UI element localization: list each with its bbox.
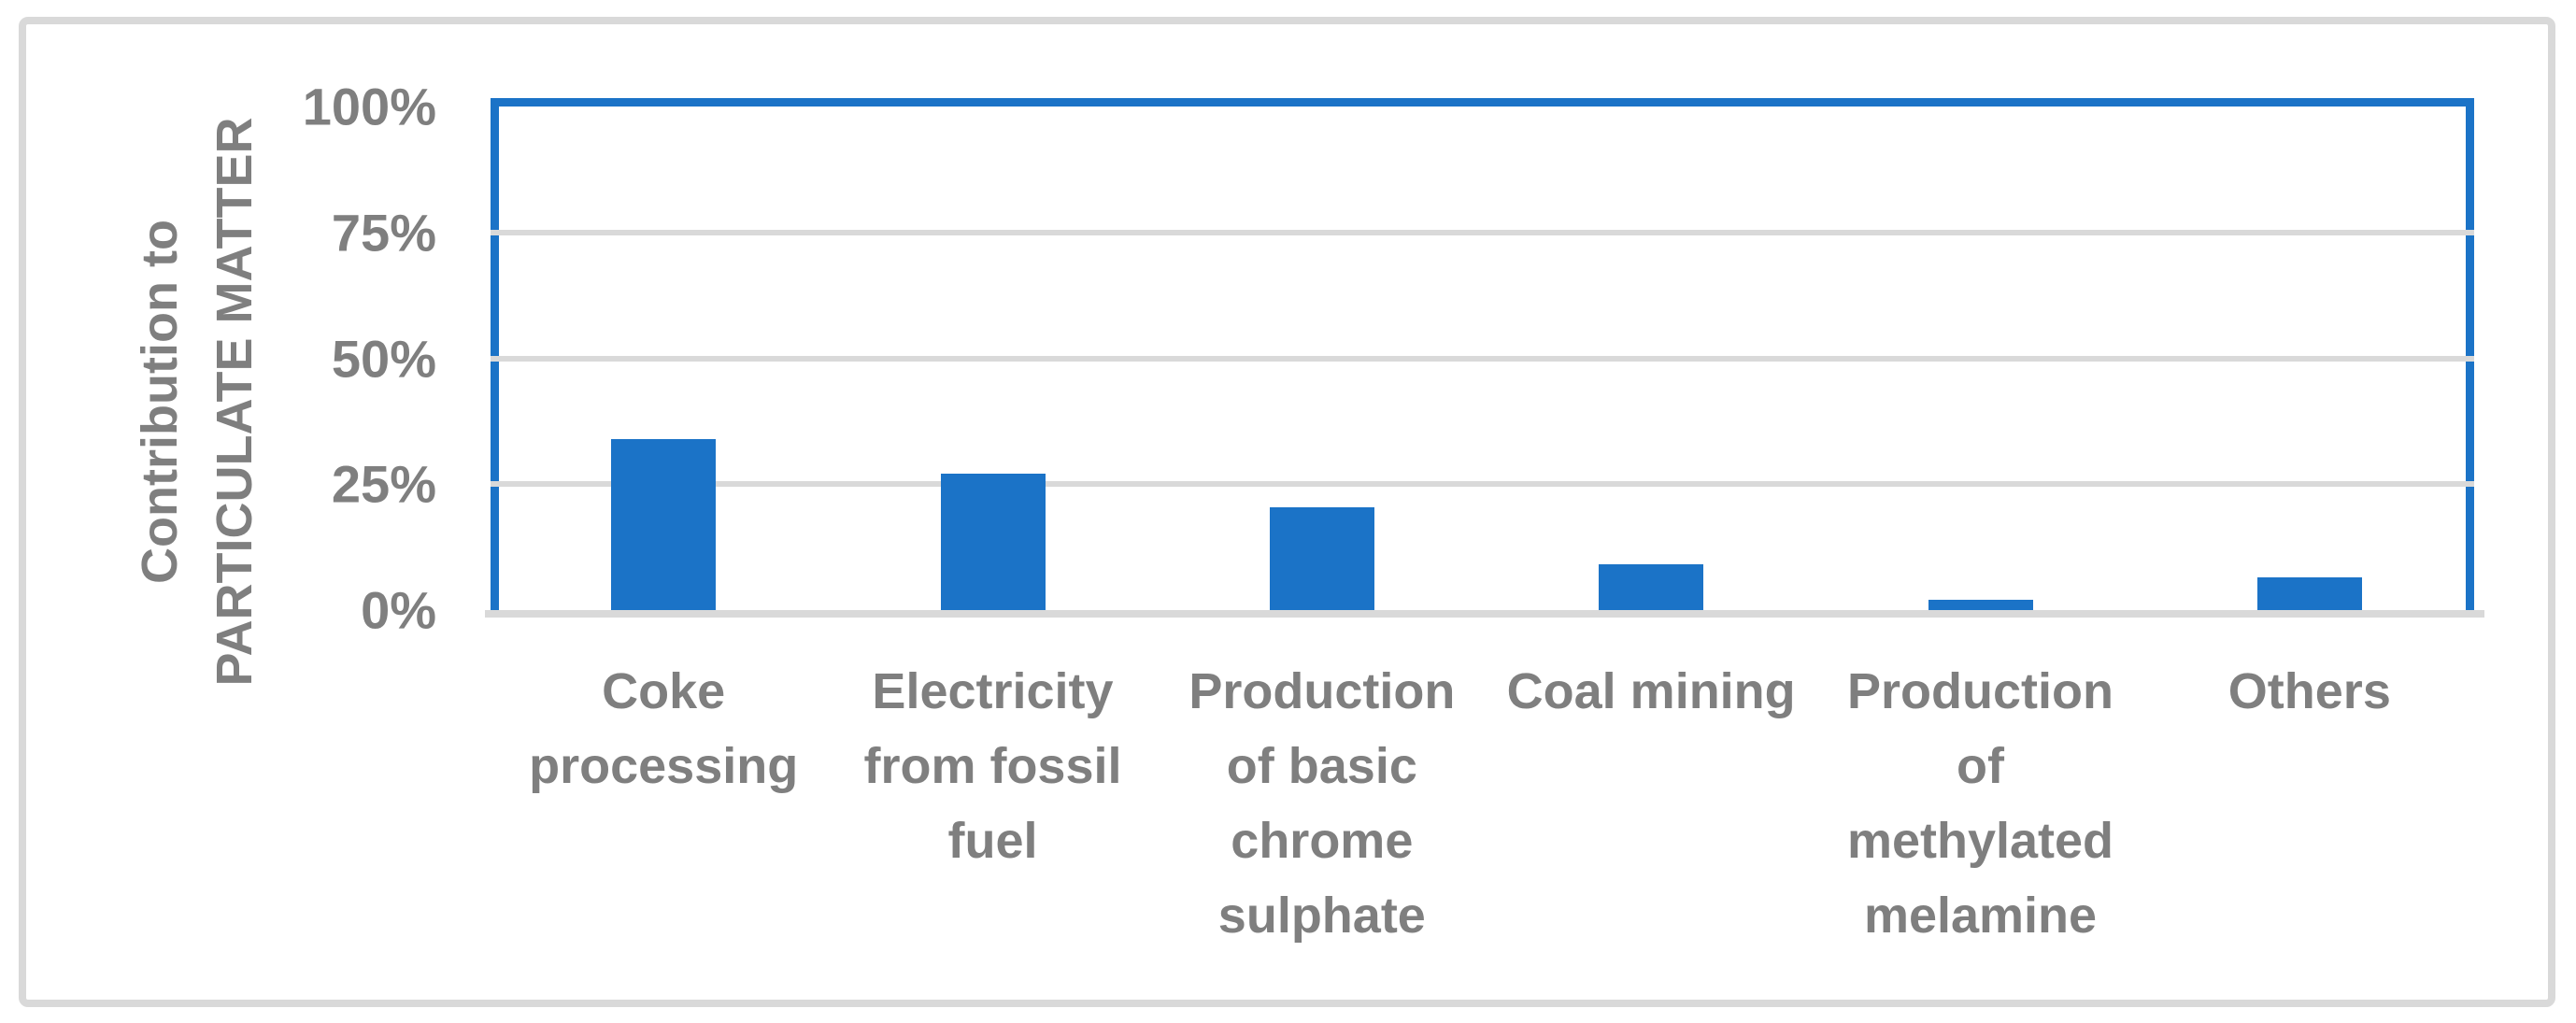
y-axis-title-line-1: Contribution to	[132, 220, 188, 584]
bar-4	[1928, 600, 2033, 610]
gridline-75	[491, 229, 2474, 235]
gridline-50	[491, 355, 2474, 362]
plot-area	[491, 98, 2474, 610]
bar-2	[1269, 506, 1374, 610]
y-tick-label-0: 0%	[361, 580, 436, 640]
x-category-label-2: Production of basic chrome sulphate	[1188, 663, 1456, 944]
y-axis-title: Contribution to PARTICULATE MATTER	[122, 118, 272, 687]
bar-3	[1599, 564, 1704, 610]
bar-5	[2256, 576, 2362, 610]
x-category-label-0: Coke processing	[529, 663, 799, 794]
bar-0	[611, 438, 717, 610]
y-tick-label-100: 100%	[302, 77, 436, 136]
y-tick-label-50: 50%	[331, 329, 436, 388]
gridline-25	[491, 481, 2474, 488]
x-category-label-5: Others	[2227, 663, 2391, 719]
x-category-label-1: Electricity from fossil fuel	[863, 663, 1122, 869]
x-category-label-3: Coal mining	[1506, 663, 1796, 719]
y-axis-title-line-2: PARTICULATE MATTER	[206, 117, 263, 687]
y-tick-label-25: 25%	[331, 454, 436, 514]
x-axis-line	[485, 610, 2484, 618]
bar-1	[940, 474, 1046, 610]
x-category-label-4: Production of methylated melamine	[1846, 663, 2114, 944]
y-tick-label-75: 75%	[331, 203, 436, 263]
